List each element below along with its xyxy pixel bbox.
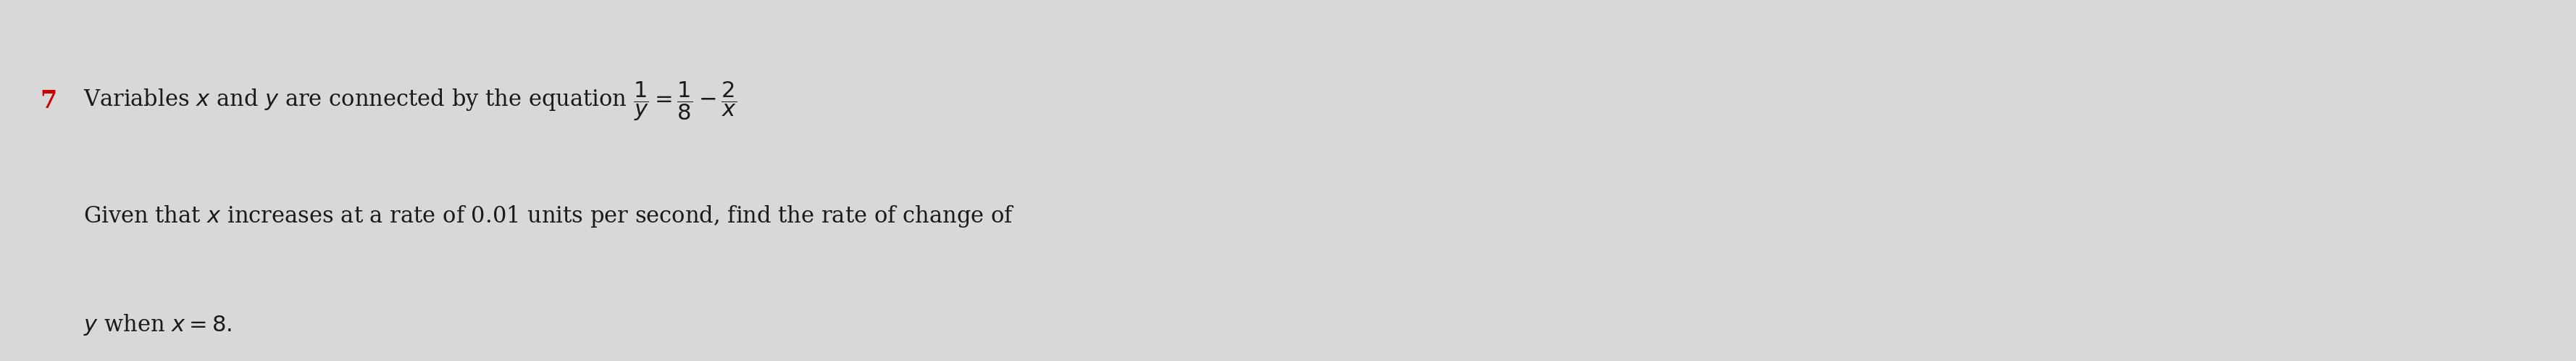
Text: 7: 7 <box>39 89 57 113</box>
Text: Variables $x$ and $y$ are connected by the equation $\dfrac{1}{y} = \dfrac{1}{8}: Variables $x$ and $y$ are connected by t… <box>82 80 737 122</box>
Text: Given that $x$ increases at a rate of 0.01 units per second, find the rate of ch: Given that $x$ increases at a rate of 0.… <box>82 204 1015 229</box>
Text: $y$ when $x = 8.$: $y$ when $x = 8.$ <box>82 313 232 337</box>
